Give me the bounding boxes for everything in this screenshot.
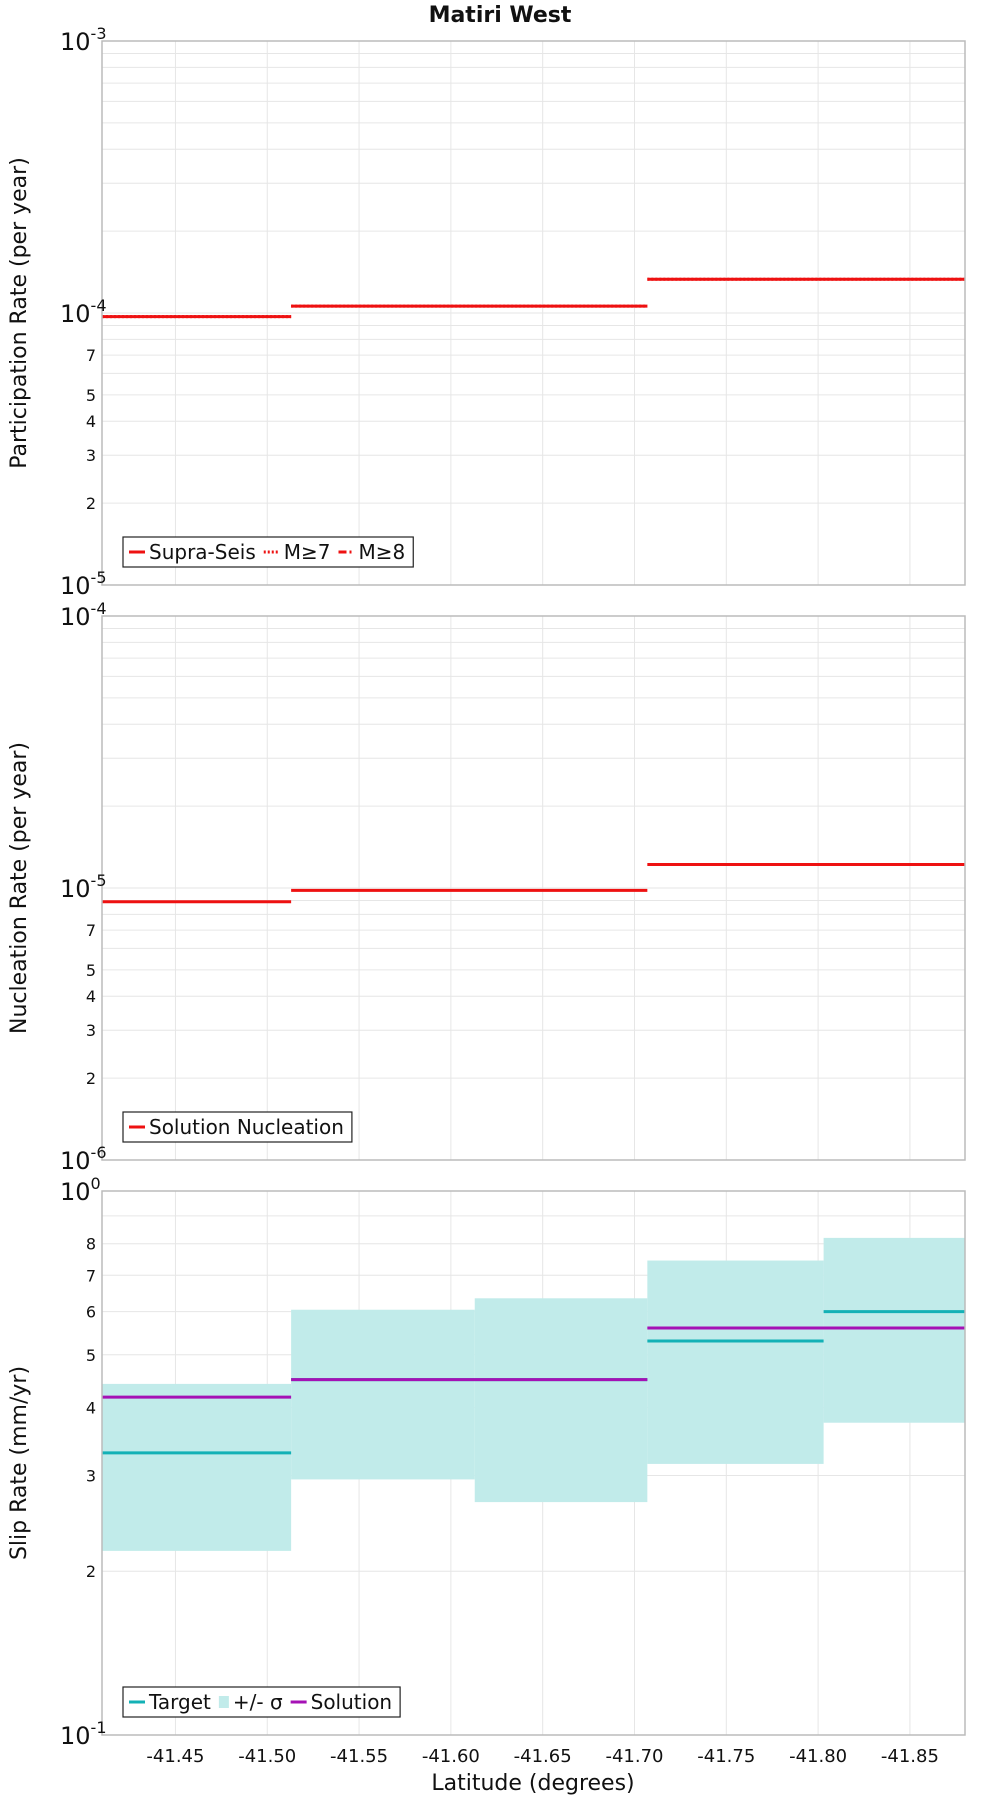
x-tick-label: -41.55 (330, 1746, 388, 1767)
x-tick-label: -41.70 (605, 1746, 663, 1767)
sigma-band (823, 1237, 965, 1423)
x-tick-label: -41.60 (422, 1746, 480, 1767)
y-tick-label: 5 (86, 1346, 96, 1365)
y-tick-label: 7 (86, 346, 96, 365)
y-tick-label: 4 (86, 412, 96, 431)
y-tick-label-decade: 10-1 (60, 1718, 107, 1750)
plot-frame (101, 40, 966, 586)
panel-nucleation: 10-6 10-5 10-4 2 3 4 5 7 Nucleation Rate (per ye… (7, 599, 966, 1175)
x-tick-label: -41.50 (238, 1746, 296, 1767)
legend-entry: Solution (290, 1690, 392, 1714)
y-tick-label: 2 (86, 1562, 96, 1581)
legend-label: Solution Nucleation (149, 1115, 344, 1139)
x-tick-label: -41.85 (881, 1746, 939, 1767)
x-tick-label: -41.65 (514, 1746, 572, 1767)
legend-entry: Solution Nucleation (129, 1115, 344, 1139)
y-tick-label-decade: 100 (60, 1174, 101, 1206)
legend: Supra-Seis M≥7 M≥8 (122, 536, 414, 568)
x-tick-label: -41.45 (146, 1746, 204, 1767)
y-tick-label: 4 (86, 987, 96, 1006)
x-tick-label: -41.75 (697, 1746, 755, 1767)
plot-frame (101, 1190, 966, 1736)
y-axis-title: Nucleation Rate (per year) (7, 742, 32, 1034)
plot-frame (101, 615, 966, 1161)
legend: Solution Nucleation (122, 1111, 353, 1143)
y-tick-label: 2 (86, 1069, 96, 1088)
legend-label: M≥8 (359, 540, 406, 564)
legend-label: Target (148, 1690, 211, 1714)
y-tick-label: 8 (86, 1235, 96, 1254)
y-axis-title: Participation Rate (per year) (7, 157, 32, 469)
legend-entry: M≥7 (263, 540, 331, 564)
sigma-band (474, 1298, 648, 1503)
y-tick-label: 2 (86, 494, 96, 513)
y-tick-label: 3 (86, 446, 96, 465)
legend-entry: Target (129, 1690, 211, 1714)
panel-slip: 10-1 100 2 3 4 5 6 7 8 Slip Rate (mm/yr) Target +/-… (7, 1174, 966, 1750)
y-tick-label-decade: 10-6 (60, 1143, 107, 1175)
legend-entry: Supra-Seis (129, 540, 256, 564)
y-tick-label: 3 (86, 1466, 96, 1485)
y-tick-label-decade: 10-5 (60, 568, 107, 600)
y-tick-label: 5 (86, 961, 96, 980)
panel-participation: 10-5 10-4 10-3 2 3 4 5 7 Participation Rate (per… (7, 24, 966, 600)
x-tick-label: -41.80 (789, 1746, 847, 1767)
y-axis-title: Slip Rate (mm/yr) (7, 1366, 32, 1560)
legend-entry: +/- σ (218, 1690, 283, 1714)
y-tick-label-decade: 10-4 (60, 296, 107, 328)
x-axis-ticks: -41.45 -41.50 -41.55 -41.60 -41.65 -41.70 -41.… (146, 1746, 938, 1767)
legend-label: M≥7 (284, 540, 331, 564)
legend-box (122, 1111, 353, 1143)
legend-swatch (218, 1696, 229, 1708)
legend-box (122, 1686, 401, 1718)
y-tick-label-decade: 10-4 (60, 599, 107, 631)
legend-label: +/- σ (233, 1690, 283, 1714)
y-tick-label: 3 (86, 1021, 96, 1040)
legend-label: Supra-Seis (149, 540, 256, 564)
x-axis-title: Latitude (degrees) (431, 1771, 634, 1796)
sigma-band (291, 1309, 475, 1480)
y-tick-label: 7 (86, 1266, 96, 1285)
y-tick-label: 5 (86, 386, 96, 405)
y-tick-label-decade: 10-5 (60, 871, 107, 903)
y-tick-label: 6 (86, 1303, 96, 1322)
chart-title: Matiri West (429, 3, 572, 28)
y-tick-label: 7 (86, 921, 96, 940)
y-tick-label-decade: 10-3 (60, 24, 107, 56)
sigma-band (102, 1383, 292, 1551)
legend-entry: M≥8 (338, 540, 406, 564)
y-tick-label: 4 (86, 1398, 96, 1417)
legend-label: Solution (311, 1690, 392, 1714)
sigma-band (647, 1260, 824, 1464)
legend: Target +/- σ Solution (122, 1686, 401, 1718)
